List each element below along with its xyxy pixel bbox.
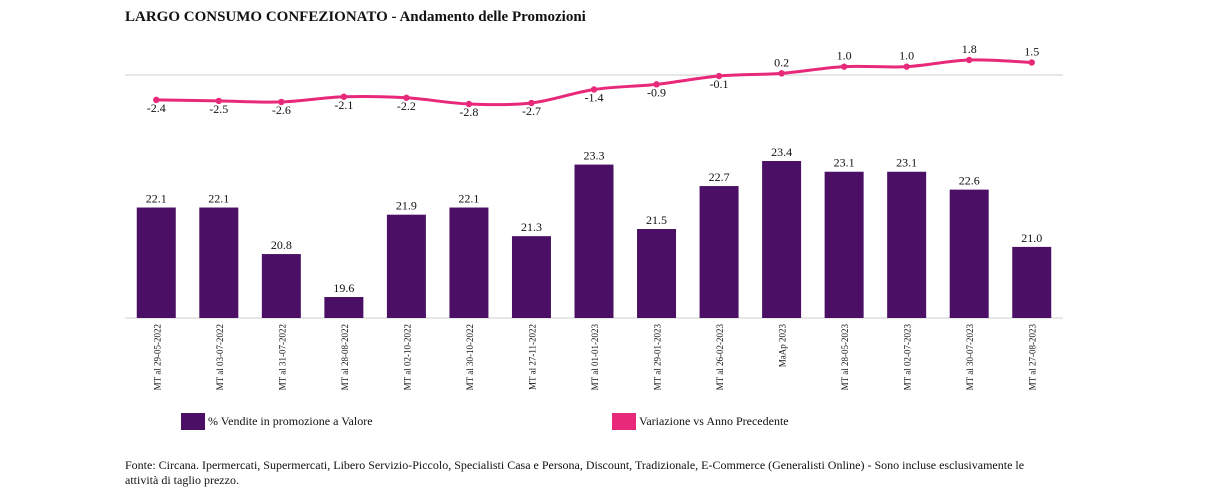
bar-value-label: 23.1	[834, 156, 855, 170]
variation-point	[715, 72, 723, 80]
bar-value-label: 22.7	[709, 170, 730, 184]
chart-area: 22.1 22.1 20.8 19.6 21.9 22.1 21.3 23.3 21.5 22.7…	[125, 42, 1063, 391]
legend-swatch-bar	[181, 413, 205, 430]
bar-value-label: 22.1	[458, 192, 479, 206]
bar-value-label: 22.1	[208, 192, 229, 206]
bar-value-label: 22.1	[146, 192, 167, 206]
category-tick-label: MT al 28-05-2023	[840, 324, 850, 391]
category-tick-label: MT al 02-07-2023	[903, 324, 913, 391]
category-tick-label: MT al 26-02-2023	[715, 324, 725, 391]
bar-value-label: 23.3	[584, 149, 605, 163]
bar-value-label: 21.5	[646, 213, 667, 227]
bar-value-label: 21.3	[521, 220, 542, 234]
category-tick-label: MT al 02-10-2022	[402, 324, 412, 390]
variation-value-label: 1.5	[1024, 45, 1039, 59]
category-tick-label: MT al 03-07-2022	[215, 324, 225, 390]
variation-point	[903, 63, 910, 70]
bar	[699, 186, 739, 318]
variation-point	[465, 100, 473, 108]
variation-value-label: -2.7	[522, 104, 541, 118]
legend-swatch-line	[612, 413, 636, 430]
variation-value-label: 1.0	[837, 49, 852, 63]
variation-value-label: -2.8	[459, 105, 478, 119]
variation-value-label: 1.8	[962, 42, 977, 56]
variation-point	[215, 97, 222, 105]
bar-value-label: 21.0	[1021, 231, 1042, 245]
category-tick-label: MaAp 2023	[778, 324, 788, 368]
category-tick-label: MT al 27-11-2022	[527, 324, 537, 390]
bar	[762, 161, 802, 318]
category-tick-label: MT al 28-08-2022	[340, 324, 350, 390]
variation-value-label: -1.4	[585, 91, 604, 105]
chart-title: LARGO CONSUMO CONFEZIONATO - Andamento d…	[125, 9, 586, 25]
bar	[887, 171, 927, 318]
variation-point	[528, 99, 535, 107]
bar	[449, 207, 489, 318]
category-tick-label: MT al 29-01-2023	[653, 324, 663, 391]
variation-value-label: -0.9	[647, 85, 666, 99]
variation-value-label: -0.1	[710, 77, 729, 91]
category-tick-label: MT al 27-08-2023	[1028, 324, 1038, 391]
category-tick-label: MT al 30-10-2022	[465, 324, 475, 390]
variation-point	[590, 86, 598, 93]
legend-label-line: Variazione vs Anno Precedente	[639, 414, 789, 428]
variation-value-label: -2.2	[397, 99, 416, 113]
variation-value-label: 1.0	[899, 49, 914, 63]
variation-point	[840, 63, 848, 70]
category-tick-label: MT al 30-07-2023	[965, 324, 975, 391]
bar	[136, 207, 176, 318]
category-tick-label: MT al 29-05-2022	[152, 324, 162, 390]
bar	[511, 236, 551, 318]
bar-value-label: 21.9	[396, 199, 417, 213]
variation-value-label: -2.5	[209, 102, 228, 116]
bar	[324, 297, 364, 318]
variation-point	[653, 81, 660, 88]
variation-point	[966, 56, 973, 64]
variation-point	[278, 98, 285, 106]
source-note: Fonte: Circana. Ipermercati, Supermercat…	[125, 458, 1025, 487]
variation-point	[403, 94, 410, 101]
variation-value-label: 0.2	[774, 55, 789, 69]
legend-item-line: Variazione vs Anno Precedente	[612, 413, 789, 430]
category-tick-label: MT al 01-01-2023	[590, 324, 600, 391]
bar	[261, 254, 301, 318]
bar-value-label: 23.4	[771, 145, 792, 159]
legend-item-bar: % Vendite in promozione a Valore	[181, 413, 373, 430]
variation-value-label: -2.4	[147, 101, 166, 115]
bar-value-label: 22.6	[959, 174, 980, 188]
bar-value-label: 23.1	[896, 156, 917, 170]
bar-value-label: 19.6	[333, 281, 354, 295]
bar	[386, 214, 426, 318]
bar	[574, 164, 614, 318]
bar	[637, 229, 677, 318]
variation-point	[340, 93, 348, 100]
variation-point	[1028, 59, 1035, 66]
variation-point	[778, 70, 785, 77]
bar	[199, 207, 239, 318]
bar-value-label: 20.8	[271, 238, 292, 252]
variation-point	[153, 96, 160, 104]
category-tick-label: MT al 31-07-2022	[277, 324, 287, 390]
bar	[949, 189, 989, 318]
bar	[824, 171, 864, 318]
variation-value-label: -2.6	[272, 103, 291, 117]
bar	[1012, 246, 1052, 318]
variation-value-label: -2.1	[334, 98, 353, 112]
legend-label-bar: % Vendite in promozione a Valore	[208, 414, 373, 428]
